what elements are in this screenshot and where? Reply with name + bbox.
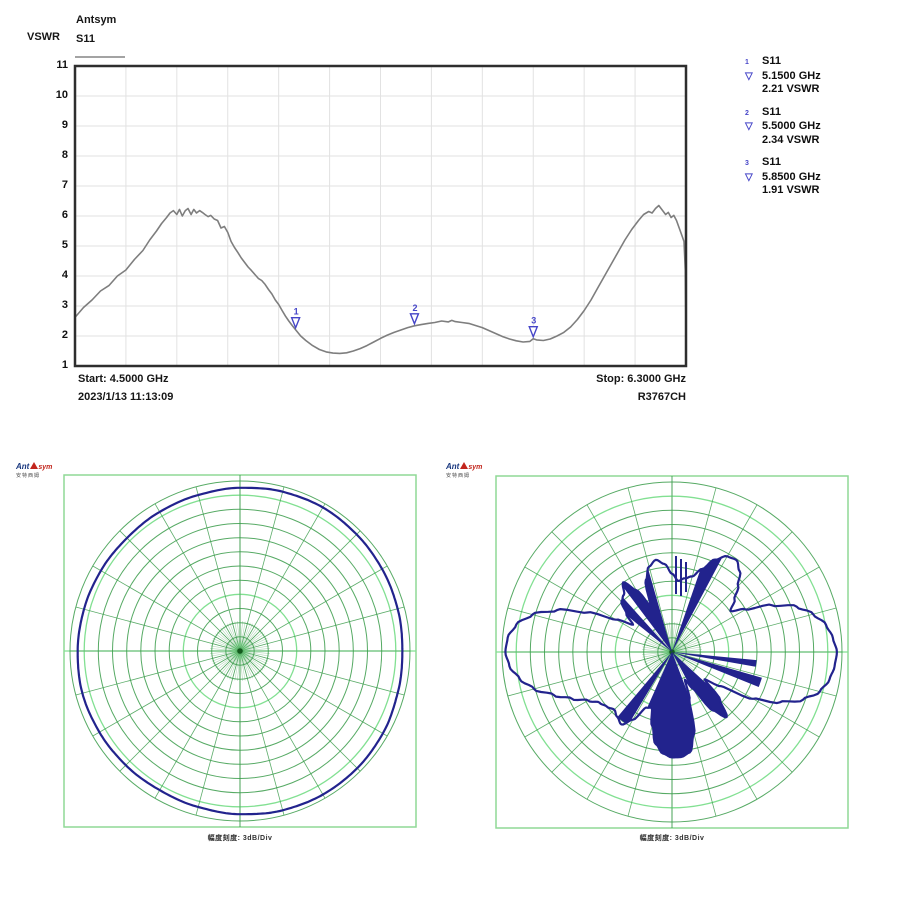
y-axis-tick: 9 bbox=[61, 119, 68, 131]
y-axis-tick: 10 bbox=[55, 89, 68, 101]
y-axis-tick: 8 bbox=[61, 149, 68, 161]
logo-mountain-icon bbox=[30, 462, 39, 469]
marker-readout-panel: 1 S11 ▽ 5.1500 GHz 2.21 VSWR 2 S11 ▽ 5.5… bbox=[745, 55, 821, 198]
antsym-logo-right: Ant sym 安特西姆 bbox=[446, 461, 498, 480]
vswr-chart-plot: 1 2 3 bbox=[73, 64, 688, 368]
y-axis-tick: 6 bbox=[61, 209, 68, 221]
marker-number: 3 bbox=[745, 160, 749, 167]
logo-text-ant: Ant bbox=[16, 462, 30, 471]
logo-mountain-icon bbox=[460, 462, 469, 469]
polar-plot-right bbox=[495, 475, 849, 829]
marker-number: 1 bbox=[745, 59, 749, 66]
marker-readout: 2 S11 ▽ 5.5000 GHz 2.34 VSWR bbox=[745, 106, 821, 148]
y-axis-tick: 7 bbox=[61, 179, 68, 191]
y-axis-title: VSWR bbox=[27, 31, 60, 43]
brand-label: Antsym bbox=[76, 14, 117, 26]
marker-readout: 1 S11 ▽ 5.1500 GHz 2.21 VSWR bbox=[745, 55, 821, 97]
antsym-logo-left: Ant sym 安特西姆 bbox=[16, 461, 68, 480]
svg-text:1: 1 bbox=[294, 307, 299, 317]
marker-readout: 3 S11 ▽ 5.8500 GHz 1.91 VSWR bbox=[745, 156, 821, 198]
y-axis-tick: 2 bbox=[61, 329, 68, 341]
marker-triangle-icon: ▽ bbox=[745, 171, 753, 183]
marker-value: 1.91 VSWR bbox=[762, 184, 820, 196]
marker-frequency: 5.8500 GHz bbox=[762, 170, 821, 183]
stop-frequency-label: Stop: 6.3000 GHz bbox=[596, 373, 686, 385]
marker-triangle-icon: ▽ bbox=[745, 70, 753, 82]
y-axis-tick: 4 bbox=[61, 269, 68, 281]
marker-triangle-icon: ▽ bbox=[745, 121, 753, 132]
y-axis-tick: 1 bbox=[61, 359, 68, 371]
start-frequency-label: Start: 4.5000 GHz bbox=[78, 373, 169, 385]
y-axis-tick: 5 bbox=[61, 239, 68, 251]
y-axis-tick: 3 bbox=[61, 299, 68, 311]
polar-right-caption: 幅度刻度: 3dB/Div bbox=[639, 835, 705, 842]
svg-text:3: 3 bbox=[531, 316, 536, 326]
logo-text-sym: sym bbox=[38, 464, 53, 471]
polar-plot-left bbox=[63, 474, 417, 828]
logo-chinese-subtitle: 安特西姆 bbox=[16, 473, 41, 479]
marker-number: 2 bbox=[745, 109, 749, 117]
svg-text:2: 2 bbox=[412, 303, 417, 313]
y-axis-tick: 11 bbox=[56, 59, 68, 71]
trace-label: S11 bbox=[76, 33, 95, 45]
marker-trace: S11 bbox=[762, 105, 781, 118]
polar-left-caption: 幅度刻度: 3dB/Div bbox=[207, 835, 273, 842]
marker-value: 2.34 VSWR bbox=[762, 133, 820, 146]
timestamp-label: 2023/1/13 11:13:09 bbox=[78, 391, 174, 403]
marker-frequency: 5.5000 GHz bbox=[762, 120, 821, 132]
instrument-model-label: R3767CH bbox=[637, 391, 686, 403]
marker-value: 2.21 VSWR bbox=[762, 83, 820, 95]
logo-text-ant: Ant bbox=[446, 462, 460, 471]
logo-text-sym: sym bbox=[468, 464, 483, 471]
marker-frequency: 5.1500 GHz bbox=[762, 69, 821, 82]
marker-trace: S11 bbox=[762, 156, 781, 168]
logo-chinese-subtitle: 安特西姆 bbox=[446, 473, 471, 479]
trace-label-underline bbox=[75, 56, 125, 58]
marker-trace: S11 bbox=[762, 55, 781, 67]
